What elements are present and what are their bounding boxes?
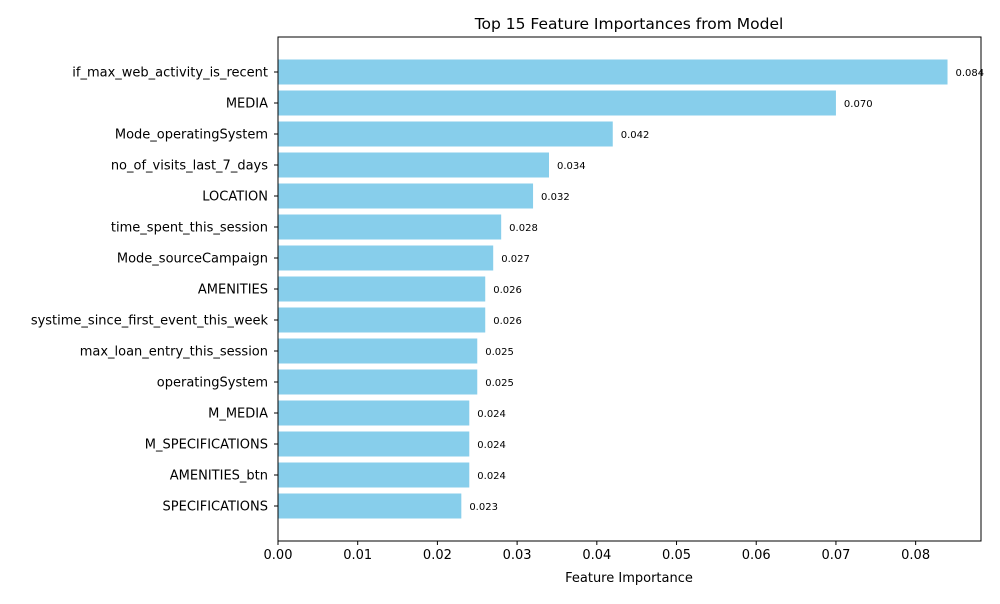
bar <box>278 152 549 178</box>
bar-value-label: 0.024 <box>477 409 506 420</box>
y-tick-label: LOCATION <box>202 190 268 205</box>
y-tick-label: if_max_web_activity_is_recent <box>72 66 268 81</box>
bar <box>278 493 462 519</box>
bar-value-label: 0.026 <box>493 285 522 296</box>
bar-value-label: 0.028 <box>509 223 538 234</box>
bar <box>278 400 470 426</box>
x-tick-label: 0.03 <box>503 548 532 563</box>
bar <box>278 183 534 209</box>
bar <box>278 276 486 302</box>
y-tick-label: no_of_visits_last_7_days <box>111 159 268 174</box>
y-tick-label: SPECIFICATIONS <box>163 500 268 515</box>
bars-layer <box>278 59 948 519</box>
y-tick-label: M_MEDIA <box>208 407 268 422</box>
bar-value-label: 0.027 <box>501 254 530 265</box>
y-tick-label: M_SPECIFICATIONS <box>145 438 268 453</box>
bar <box>278 338 478 364</box>
bar-value-label: 0.042 <box>621 130 650 141</box>
bar <box>278 90 836 116</box>
bar-value-label: 0.024 <box>477 471 506 482</box>
x-tick-label: 0.01 <box>343 548 372 563</box>
bar-value-label: 0.026 <box>493 316 522 327</box>
bar <box>278 214 502 240</box>
bar <box>278 307 486 333</box>
plot-frame <box>277 36 982 542</box>
chart-title: Top 15 Feature Importances from Model <box>474 15 784 33</box>
bar-value-label: 0.084 <box>956 68 985 79</box>
bar <box>278 431 470 457</box>
x-tick-label: 0.04 <box>582 548 611 563</box>
bar <box>278 462 470 488</box>
bar-value-label: 0.070 <box>844 99 873 110</box>
bar-value-label: 0.024 <box>477 440 506 451</box>
x-tick-label: 0.08 <box>901 548 930 563</box>
y-tick-label: Mode_operatingSystem <box>115 128 268 143</box>
bar <box>278 369 478 395</box>
x-tick-label: 0.00 <box>264 548 293 563</box>
x-tick-label: 0.05 <box>662 548 691 563</box>
labels-layer: 0.084 0.070 0.042 0.034 0.032 0.028 0.027 0.026… <box>469 68 984 513</box>
y-tick-label: operatingSystem <box>157 376 268 391</box>
y-tick-label: time_spent_this_session <box>111 221 268 236</box>
axis-layer: if_max_web_activity_is_recent MEDIA Mode_o… <box>31 66 930 564</box>
bar-value-label: 0.034 <box>557 161 586 172</box>
x-tick-label: 0.07 <box>821 548 850 563</box>
y-tick-label: systime_since_first_event_this_week <box>31 314 269 329</box>
y-tick-label: Mode_sourceCampaign <box>117 252 268 267</box>
bar <box>278 59 948 85</box>
bar <box>278 121 613 147</box>
bar <box>278 245 494 271</box>
x-axis-label: Feature Importance <box>565 571 693 586</box>
y-tick-label: AMENITIES_btn <box>170 469 268 484</box>
bar-value-label: 0.025 <box>485 378 514 389</box>
bar-value-label: 0.023 <box>469 502 498 513</box>
bar-value-label: 0.032 <box>541 192 570 203</box>
bar-value-label: 0.025 <box>485 347 514 358</box>
y-tick-label: MEDIA <box>226 97 268 112</box>
x-tick-label: 0.02 <box>423 548 452 563</box>
y-tick-label: AMENITIES <box>198 283 268 298</box>
y-tick-label: max_loan_entry_this_session <box>80 345 268 360</box>
x-tick-label: 0.06 <box>742 548 771 563</box>
